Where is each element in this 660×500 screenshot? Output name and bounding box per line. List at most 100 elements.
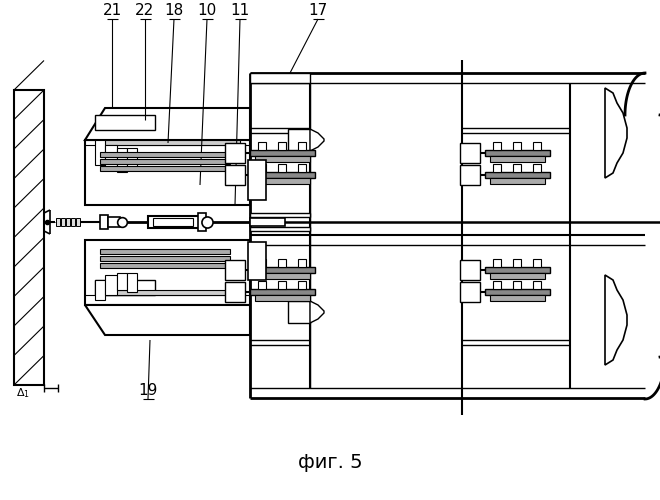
Bar [56,218,60,226]
Bar [255,178,310,184]
Bar [493,281,501,289]
Bar [513,164,521,172]
Bar [513,142,521,150]
Bar [288,301,310,323]
Bar [278,164,286,172]
Bar [100,140,240,145]
Polygon shape [310,301,324,323]
Bar [493,164,501,172]
Bar [100,159,230,164]
Bar [66,218,70,226]
Bar [298,164,306,172]
Text: 18: 18 [164,3,183,18]
Bar [460,260,480,280]
Bar [105,275,117,295]
Bar [513,281,521,289]
Bar [153,218,193,226]
Bar [485,172,550,178]
Bar [288,129,310,151]
Bar [493,142,501,150]
Bar [100,290,240,295]
Polygon shape [85,108,250,140]
Text: $\Delta_1$: $\Delta_1$ [16,386,30,400]
Bar [100,166,230,171]
Bar [100,249,230,254]
Bar [117,148,127,172]
Bar [485,289,550,295]
Bar [278,281,286,289]
Bar [95,280,155,295]
Bar [105,145,117,170]
Bar [250,213,310,217]
Polygon shape [605,275,627,365]
Bar [100,256,230,261]
Polygon shape [310,129,324,151]
Text: 19: 19 [139,383,158,398]
Bar [255,156,310,162]
Bar [225,143,245,163]
Bar [100,152,230,157]
Bar [250,289,315,295]
Bar [258,259,266,267]
Text: 17: 17 [308,3,327,18]
Bar [460,143,480,163]
Bar [460,282,480,302]
Bar [490,295,545,301]
Text: фиг. 5: фиг. 5 [298,454,362,472]
Bar [493,259,501,267]
Bar [85,240,250,305]
Bar [258,281,266,289]
Bar [248,242,266,280]
Bar [127,273,137,292]
Text: 21: 21 [102,3,121,18]
Bar [250,150,315,156]
Bar [533,281,541,289]
Bar [71,218,75,226]
Bar [490,156,545,162]
Bar [485,150,550,156]
Bar [248,160,266,200]
Bar [225,282,245,302]
Bar [76,218,80,226]
Bar [278,259,286,267]
Text: 22: 22 [135,3,154,18]
Bar [255,295,310,301]
Bar [127,148,137,168]
Bar [100,263,230,268]
Bar [278,142,286,150]
Bar [250,267,315,273]
Bar [258,164,266,172]
Bar [108,217,120,227]
Bar [95,115,155,130]
Bar [14,90,44,385]
Bar [533,142,541,150]
Bar [490,273,545,279]
Bar [95,140,105,165]
Bar [61,218,65,226]
Bar [250,218,285,226]
Bar [250,172,315,178]
Bar [533,164,541,172]
Text: 11: 11 [230,3,249,18]
Bar [490,178,545,184]
Bar [533,259,541,267]
Bar [298,281,306,289]
Bar [85,140,250,205]
Bar [148,216,200,228]
Bar [250,227,310,231]
Bar [485,267,550,273]
Bar [258,142,266,150]
Text: 10: 10 [197,3,216,18]
Polygon shape [605,88,627,178]
Bar [250,73,310,83]
Bar [225,165,245,185]
Bar [100,215,108,229]
Bar [225,260,245,280]
Bar [117,273,127,290]
Bar [460,165,480,185]
Bar [298,259,306,267]
Bar [513,259,521,267]
Polygon shape [85,305,250,335]
Bar [255,273,310,279]
Bar [198,213,206,231]
